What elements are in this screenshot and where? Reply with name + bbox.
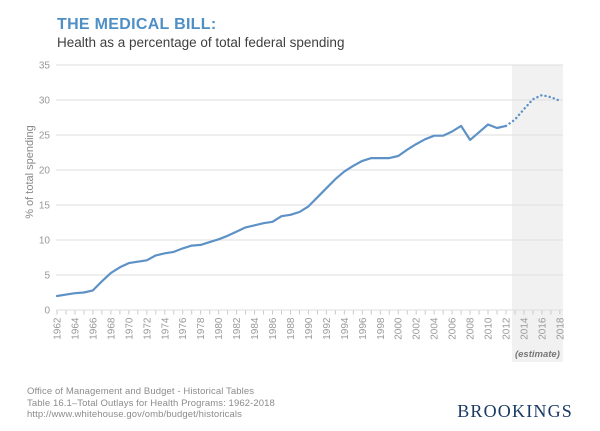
source-line-2: Table 16.1–Total Outlays for Health Prog… (27, 397, 275, 409)
x-tick-label: 1988 (286, 317, 297, 340)
source-note: Office of Management and Budget - Histor… (27, 386, 275, 421)
x-tick-label: 1982 (232, 317, 243, 340)
x-tick-label: 1972 (142, 317, 153, 340)
x-tick-label: 2018 (555, 317, 566, 340)
x-tick-label: 1990 (304, 317, 315, 340)
actual-line (55, 123, 508, 298)
chart-subtitle: Health as a percentage of total federal … (57, 35, 345, 50)
y-axis-title: % of total spending (24, 125, 36, 219)
chart-title: THE MEDICAL BILL: (57, 16, 217, 33)
x-tick-label: 2008 (466, 317, 477, 340)
x-tick-label: 1976 (178, 317, 189, 340)
x-tick-label: 2000 (394, 317, 405, 340)
x-tick-label: 1964 (70, 317, 81, 340)
y-tick-label: 25 (39, 131, 51, 142)
brookings-logo: BROOKINGS (457, 401, 573, 421)
y-tick-label: 15 (39, 201, 51, 212)
y-tick-label: 10 (39, 236, 51, 247)
x-tick-label: 1984 (250, 317, 261, 340)
source-line-1: Office of Management and Budget - Histor… (27, 386, 255, 397)
source-line-3: http://www.whitehouse.gov/omb/budget/his… (27, 409, 242, 420)
x-tick-label: 1994 (340, 317, 351, 340)
x-tick-label: 2014 (519, 317, 530, 340)
y-tick-label: 35 (39, 61, 51, 72)
estimate-line (504, 93, 562, 128)
x-tick-label: 1968 (106, 317, 117, 340)
x-tick-label: 2016 (537, 317, 548, 340)
y-tick-label: 20 (39, 166, 51, 177)
y-tick-label: 5 (44, 271, 50, 282)
x-tick-label: 1980 (214, 317, 225, 340)
x-tick-label: 1970 (124, 317, 135, 340)
x-tick-label: 2012 (502, 317, 513, 340)
x-tick-label: 2004 (430, 317, 441, 340)
x-tick-label: 1974 (160, 317, 171, 340)
x-tick-label: 1992 (322, 317, 333, 340)
x-tick-label: 1978 (196, 317, 207, 340)
x-tick-label: 1998 (376, 317, 387, 340)
estimate-caption: (estimate) (515, 349, 560, 360)
estimate-band (511, 65, 563, 362)
x-tick-label: 1986 (268, 317, 279, 340)
x-tick-label: 2006 (448, 317, 459, 340)
x-tick-label: 2002 (412, 317, 423, 340)
y-tick-label: 0 (44, 306, 50, 317)
x-tick-label: 1962 (53, 317, 64, 340)
x-tick-label: 1966 (88, 317, 99, 340)
y-tick-label: 30 (39, 96, 51, 107)
x-tick-label: 2010 (484, 317, 495, 340)
x-tick-label: 1996 (358, 317, 369, 340)
